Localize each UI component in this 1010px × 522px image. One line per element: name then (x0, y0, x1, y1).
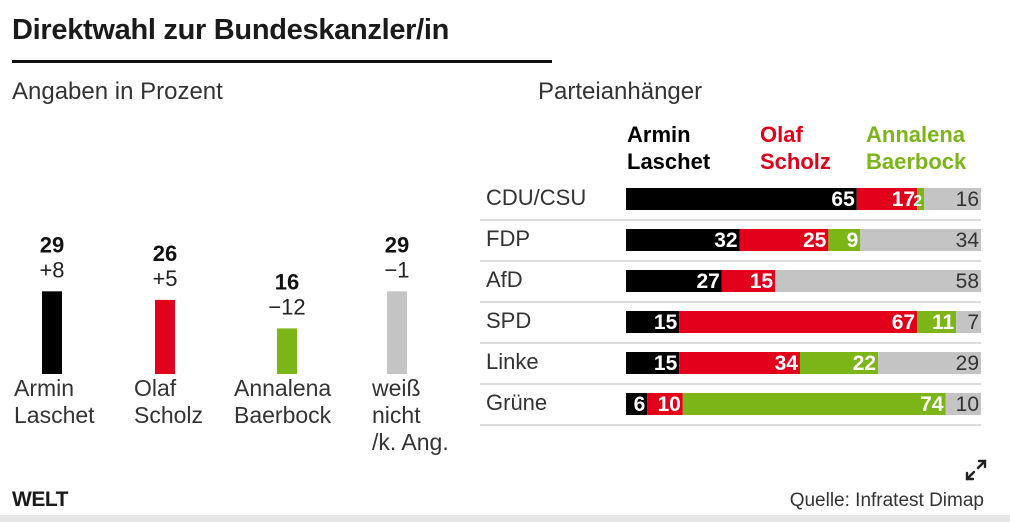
segment-value-label: 15 (750, 270, 774, 293)
expand-arrows-icon[interactable] (962, 456, 990, 484)
stacked-segment (956, 311, 981, 333)
candidate-value-label: 29 (40, 232, 64, 257)
stacked-segment (924, 188, 981, 210)
stacked-segment (626, 188, 857, 210)
right-chart-subtitle: Parteianhänger (538, 78, 703, 105)
candidate-name-label: Olaf (134, 375, 177, 401)
stacked-segment (856, 188, 918, 210)
candidate-bar-chart: 29+8ArminLaschet26+5OlafScholz16−12Annal… (14, 232, 449, 455)
segment-value-label: 34 (775, 352, 799, 375)
party-label: SPD (486, 308, 531, 333)
stacked-segment (647, 393, 683, 415)
segment-value-label: 15 (654, 352, 678, 375)
candidate-name-label: Annalena (234, 375, 331, 401)
stacked-segment (917, 188, 925, 210)
candidate-value-label: 29 (385, 232, 409, 257)
segment-value-label: 65 (831, 188, 855, 211)
party-label: Linke (486, 349, 539, 374)
segment-value-label: 34 (956, 229, 980, 252)
segment-value-label: 15 (654, 311, 678, 334)
segment-value-label: 6 (634, 393, 646, 416)
candidate-change-label: −1 (384, 257, 409, 282)
stacked-segment (917, 311, 957, 333)
bottom-band (0, 515, 1010, 522)
candidate-name-label: Baerbock (234, 402, 332, 428)
segment-value-label: 7 (967, 311, 979, 334)
legend-label: Laschet (627, 149, 711, 174)
segment-value-label: 10 (956, 393, 979, 416)
legend-label: Scholz (760, 149, 831, 174)
segment-value-label: 9 (847, 229, 859, 252)
legend-label: Armin (627, 122, 691, 147)
stacked-segment (626, 270, 722, 292)
stacked-segment (679, 352, 800, 374)
welt-logo: WELT (12, 488, 68, 511)
legend-label: Olaf (760, 122, 803, 147)
party-label: AfD (486, 267, 523, 292)
candidate-name-label: weiß (371, 375, 421, 401)
candidate-name-label: Scholz (134, 402, 203, 428)
stacked-segment (679, 311, 918, 333)
segment-value-label: 22 (853, 352, 876, 375)
stacked-segment (626, 393, 648, 415)
segment-value-label: 32 (714, 229, 737, 252)
candidate-bar (42, 291, 62, 374)
segment-value-label: 10 (657, 393, 680, 416)
stacked-segment (626, 352, 680, 374)
segment-value-label: 11 (932, 311, 955, 334)
segment-value-label: 2 (913, 193, 922, 210)
candidate-bar (155, 299, 175, 374)
segment-value-label: 17 (892, 188, 915, 211)
candidate-change-label: +8 (39, 257, 64, 282)
stacked-segment (878, 352, 981, 374)
segment-value-label: 16 (956, 188, 979, 211)
stacked-segment (739, 229, 829, 251)
segment-value-label: 25 (803, 229, 827, 252)
party-label: Grüne (486, 390, 547, 415)
title-underline (12, 60, 552, 63)
segment-value-label: 58 (956, 270, 979, 293)
stacked-segment (626, 229, 740, 251)
stacked-segment (626, 311, 680, 333)
stacked-segment (860, 229, 981, 251)
candidate-value-label: 16 (275, 269, 299, 294)
stacked-segment (799, 352, 879, 374)
party-label: CDU/CSU (486, 185, 586, 210)
chart-title: Direktwahl zur Bundeskanzler/in (12, 14, 450, 46)
segment-value-label: 67 (892, 311, 915, 334)
candidate-name-label: Laschet (14, 402, 95, 428)
segment-value-label: 74 (920, 393, 944, 416)
stacked-segment (721, 270, 776, 292)
candidate-bar (387, 291, 407, 374)
legend-label: Annalena (866, 122, 966, 147)
party-label: FDP (486, 226, 530, 251)
segment-value-label: 27 (696, 270, 719, 293)
candidate-name-label: /k. Ang. (372, 429, 449, 455)
candidate-name-label: nicht (372, 402, 421, 428)
legend-label: Baerbock (866, 149, 967, 174)
candidate-bar (277, 328, 297, 374)
segment-value-label: 29 (956, 352, 979, 375)
stacked-segment (945, 393, 981, 415)
candidate-change-label: +5 (152, 266, 177, 291)
chart-subtitle: Angaben in Prozent (12, 78, 223, 105)
stacked-segment (828, 229, 861, 251)
candidate-value-label: 26 (153, 241, 177, 266)
candidate-change-label: −12 (268, 294, 305, 319)
source-note: Quelle: Infratest Dimap (789, 490, 984, 511)
candidate-name-label: Armin (14, 375, 74, 401)
stacked-segment (682, 393, 946, 415)
stacked-segment (775, 270, 981, 292)
